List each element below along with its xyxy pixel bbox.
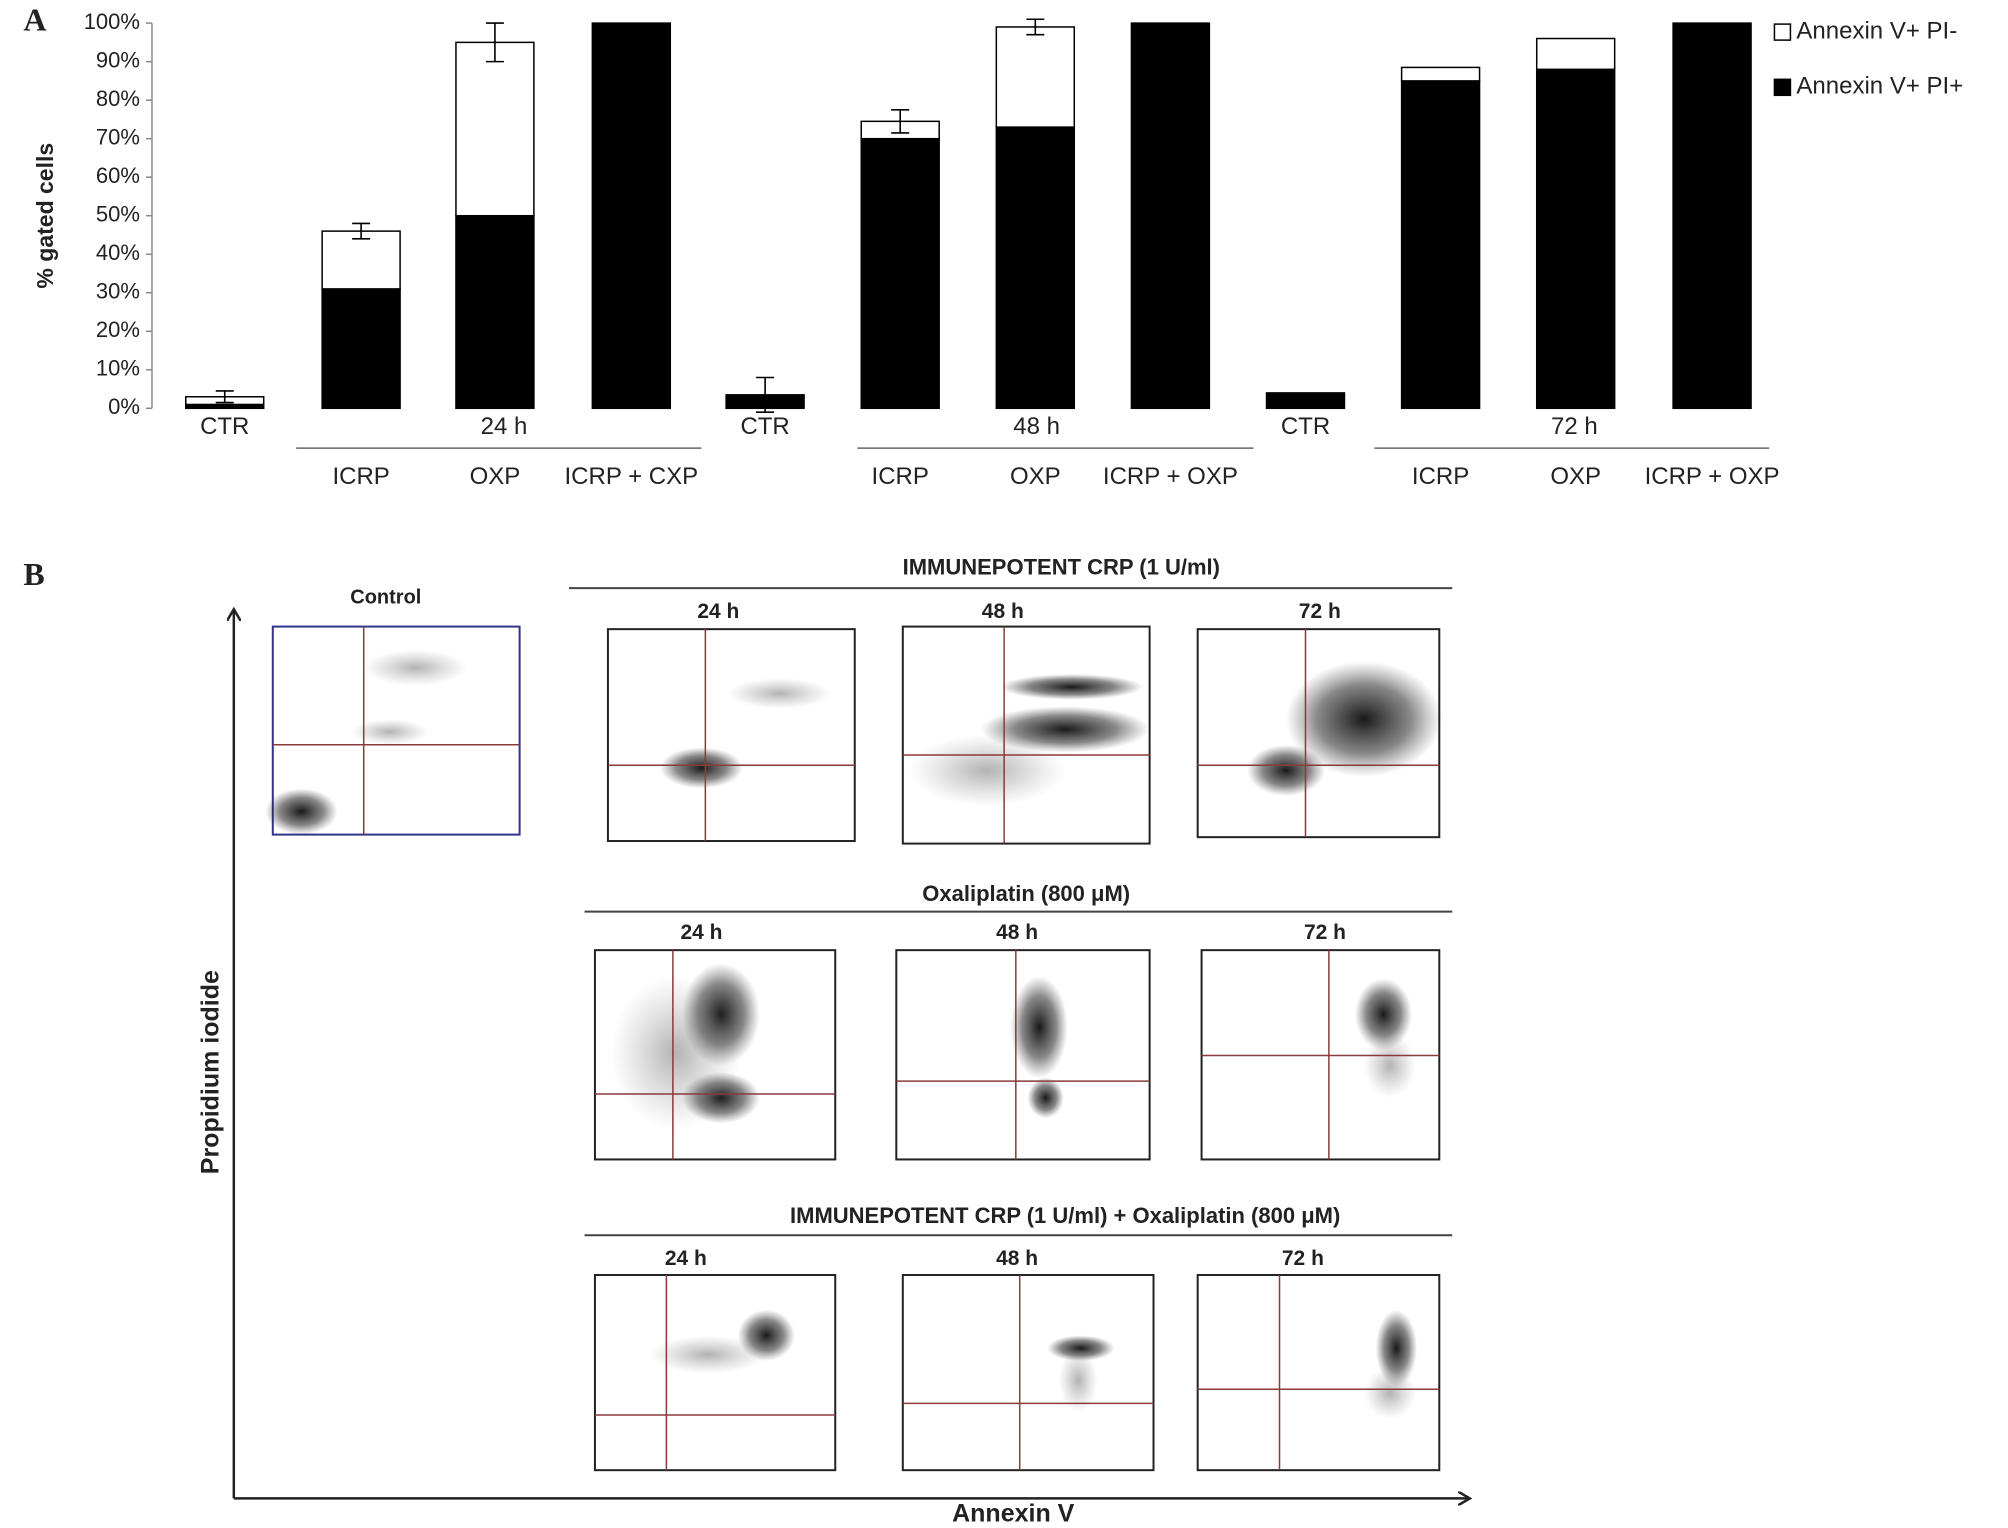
cell-cloud: [1354, 978, 1413, 1051]
row-title: IMMUNEPOTENT CRP (1 U/ml): [903, 555, 1220, 580]
bar-segment: [1265, 392, 1346, 410]
flow-y-label: Propidium iodide: [196, 970, 224, 1174]
flow-plot: [901, 1274, 1155, 1472]
error-bar: [756, 376, 775, 413]
x-tick-label: ICRP + OXP: [1103, 463, 1238, 490]
x-tick-label: OXP: [1550, 463, 1601, 490]
error-bar: [485, 22, 504, 63]
y-tick-label: 10%: [96, 356, 140, 381]
x-tick-label: ICRP: [1412, 463, 1469, 490]
bar-segment: [1130, 22, 1211, 410]
bar-segment: [455, 214, 535, 410]
bar-segment: [1535, 68, 1616, 410]
y-tick-label: 40%: [96, 240, 140, 265]
bar-segment: [1672, 22, 1752, 410]
bar-segment: [1535, 37, 1616, 71]
cell-cloud: [1247, 744, 1325, 797]
cell-cloud: [1375, 1309, 1418, 1387]
bar-segment: [591, 22, 672, 410]
cell-cloud: [363, 649, 468, 686]
time-label: 24 h: [680, 921, 722, 944]
y-tick-label: 100%: [84, 9, 140, 34]
y-tick-label: 90%: [96, 47, 140, 72]
row-title: Oxaliplatin (800 μM): [922, 881, 1130, 906]
y-tick-label: 30%: [96, 279, 140, 304]
error-bar: [1026, 18, 1045, 36]
bar-segment: [321, 288, 401, 410]
cell-cloud: [909, 734, 1066, 807]
time-label: 48 h: [996, 921, 1038, 944]
y-tick-label: 70%: [96, 124, 140, 149]
x-tick-label: CTR: [200, 413, 249, 440]
x-tick-label: ICRP: [332, 463, 389, 490]
cell-cloud: [1000, 674, 1144, 700]
bar-segment: [1400, 66, 1481, 82]
error-bar: [891, 108, 910, 134]
legend-label: Annexin V+ PI+: [1796, 73, 1963, 100]
cell-cloud: [980, 706, 1150, 753]
cell-cloud: [1027, 1077, 1064, 1119]
x-tick-label: ICRP + CXP: [565, 463, 699, 490]
flow-plot: [606, 628, 856, 843]
y-tick-label: 80%: [96, 86, 140, 111]
cell-cloud: [1046, 1335, 1115, 1362]
plot-title: Control: [350, 587, 421, 609]
time-label: 48 h: [996, 1247, 1038, 1270]
x-tick-label: CTR: [740, 413, 789, 440]
group-label: 48 h: [1013, 413, 1060, 440]
y-tick-label: 50%: [96, 202, 140, 227]
time-label: 48 h: [982, 600, 1024, 623]
bar-segment: [995, 126, 1076, 410]
cell-cloud: [659, 747, 744, 789]
time-label: 72 h: [1299, 600, 1341, 623]
bar-segment: [860, 137, 940, 410]
flow-x-label: Annexin V: [952, 1500, 1075, 1528]
x-tick-label: ICRP: [872, 463, 929, 490]
y-tick-label: 20%: [96, 317, 140, 342]
error-bar: [215, 390, 234, 404]
y-tick-label: 60%: [96, 163, 140, 188]
legend-label: Annexin V+ PI-: [1796, 17, 1957, 44]
cell-cloud: [1010, 975, 1068, 1079]
bar-segment: [1400, 80, 1481, 410]
x-tick-label: ICRP + OXP: [1645, 463, 1780, 490]
cell-cloud: [1286, 661, 1442, 777]
cell-cloud: [350, 719, 429, 745]
panel-label: B: [23, 556, 44, 592]
cell-cloud: [264, 788, 338, 835]
group-label: 72 h: [1551, 413, 1598, 440]
legend-swatch: [1773, 78, 1792, 97]
cell-cloud: [649, 1335, 767, 1374]
cell-cloud: [1058, 1348, 1098, 1413]
group-label: 24 h: [481, 413, 528, 440]
panel-label: A: [23, 1, 46, 37]
cell-cloud: [1363, 1033, 1416, 1098]
x-tick-label: CTR: [1281, 413, 1330, 440]
bar-segment: [455, 41, 535, 217]
y-tick-label: 0%: [108, 394, 140, 419]
cell-cloud: [610, 975, 741, 1130]
time-label: 24 h: [697, 600, 739, 623]
legend-swatch: [1773, 23, 1792, 41]
bar-segment: [995, 26, 1076, 128]
cell-cloud: [1363, 1367, 1416, 1419]
time-label: 72 h: [1304, 921, 1346, 944]
cell-cloud: [727, 677, 832, 709]
time-label: 24 h: [665, 1247, 707, 1270]
x-tick-label: OXP: [1010, 463, 1061, 490]
y-axis-label: % gated cells: [32, 143, 58, 289]
x-tick-label: OXP: [470, 463, 521, 490]
error-bar: [352, 222, 371, 240]
time-label: 72 h: [1282, 1247, 1324, 1270]
row-title: IMMUNEPOTENT CRP (1 U/ml) + Oxaliplatin …: [790, 1203, 1340, 1228]
bar-segment: [321, 230, 401, 290]
